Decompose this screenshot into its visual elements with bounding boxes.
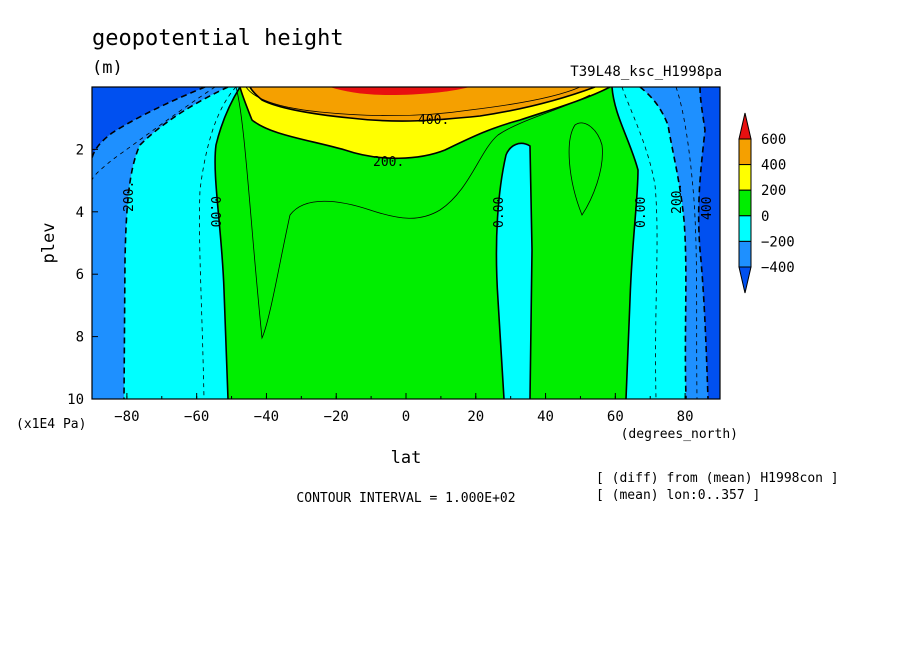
colorbar-label: 200 (761, 183, 786, 199)
y-axis-label: plev (39, 223, 59, 264)
contour-zero-left (214, 87, 241, 399)
contour-label: 200. (122, 181, 137, 212)
colorbar-swatch (738, 112, 752, 140)
contour-label: 200. (670, 183, 685, 214)
x-tick-label: 80 (677, 409, 694, 425)
x-tick-label: 20 (467, 409, 484, 425)
contour-label: 400. (418, 113, 449, 128)
y-axis-ticks: 2 4 6 8 10 (67, 142, 98, 408)
contour-thin-dash-4 (675, 87, 698, 399)
contour-label: 0.00 (207, 196, 222, 227)
colorbar-label: −200 (761, 234, 795, 250)
contour-neg200-left (123, 87, 229, 399)
x-tick-label: 60 (607, 409, 624, 425)
region-right-darkblue (698, 87, 720, 399)
region-right-blue (640, 87, 720, 399)
y-axis-units: (x1E4 Pa) (16, 417, 86, 432)
chart-units: (m) (92, 58, 123, 78)
colorbar-swatch (738, 189, 752, 217)
contour-thin-1 (235, 87, 591, 340)
contour-interval: CONTOUR INTERVAL = 1.000E+02 (296, 491, 515, 506)
colorbar-label: −400 (761, 260, 795, 276)
region-mid-cyan (496, 143, 532, 399)
region-left-darkblue (92, 87, 205, 158)
note-line-1: [ (diff) from (mean) H1998con ] (596, 471, 839, 486)
run-label: T39L48_ksc_H1998pa (570, 64, 722, 80)
x-tick-label: −80 (114, 409, 139, 425)
chart-title: geopotential height (92, 26, 344, 51)
contour-thin-dash-1 (199, 87, 237, 399)
region-red (330, 87, 470, 95)
x-tick-label: −40 (254, 409, 279, 425)
x-tick-label: 0 (402, 409, 410, 425)
colorbar-swatch (738, 138, 752, 166)
contour-label: 0.00 (492, 197, 507, 228)
contour-label: 0.00 (634, 197, 649, 228)
note-line-2: [ (mean) lon:0..357 ] (596, 488, 760, 503)
contour-thin-2 (568, 122, 603, 216)
y-tick-label: 2 (76, 142, 84, 158)
x-axis-label: lat (391, 448, 422, 468)
contour-label: 200. (373, 155, 404, 170)
x-tick-label: −20 (324, 409, 349, 425)
contour-zero-right (611, 87, 639, 399)
region-left-blue (92, 87, 228, 399)
y-tick-label: 10 (67, 392, 84, 408)
region-orange (250, 87, 595, 122)
contour-labels: 400. 200. 200. 0.00 0.00 0.00 200. 400 (122, 113, 715, 228)
colorbar-swatch (738, 266, 752, 294)
colorbar-label: 600 (761, 132, 786, 148)
contour-neg400-right (697, 87, 709, 399)
x-tick-label: −60 (184, 409, 209, 425)
y-tick-label: 8 (76, 330, 84, 346)
contour-neg400-left (92, 87, 206, 159)
contour-neg200-right (639, 87, 687, 399)
contour-200-top (239, 87, 611, 160)
x-axis-ticks: −80 −60 −40 −20 0 20 40 60 80 (91, 393, 721, 425)
colorbar-label: 0 (761, 209, 769, 225)
contour-label: 400 (700, 197, 715, 220)
x-tick-label: 40 (537, 409, 554, 425)
colorbar: 600 400 200 0 −200 −400 (738, 112, 795, 294)
colorbar-swatch (738, 164, 752, 191)
contour-thin-3 (245, 87, 581, 117)
contour-zero-mid (495, 142, 533, 399)
contour-field (92, 87, 720, 399)
colorbar-swatch (738, 215, 752, 242)
colorbar-label: 400 (761, 158, 786, 174)
colorbar-swatch (738, 240, 752, 268)
contour-thin-dash-3 (92, 87, 216, 181)
y-tick-label: 6 (76, 267, 84, 283)
contour-lines (92, 87, 709, 399)
x-axis-units: (degrees_north) (621, 427, 738, 442)
contour-thin-dash-2 (621, 87, 658, 399)
y-tick-label: 4 (76, 205, 84, 221)
